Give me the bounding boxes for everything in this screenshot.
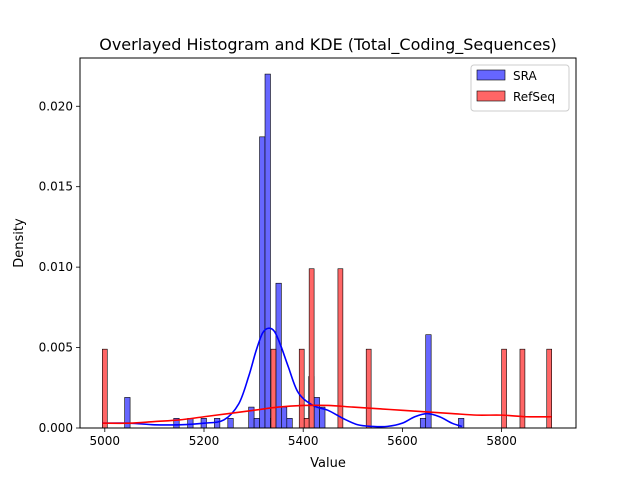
histogram-bar-sra-13 xyxy=(286,418,293,429)
legend-label-sra: SRA xyxy=(513,69,537,83)
histogram-bar-refseq-1 xyxy=(270,348,277,429)
legend-label-refseq: RefSeq xyxy=(513,90,555,104)
y-tick-label: 0.020 xyxy=(39,99,73,113)
histogram-bar-refseq-6 xyxy=(365,348,372,429)
histogram-bar-sra-18 xyxy=(419,418,427,429)
x-tick-label: 5200 xyxy=(189,434,220,448)
x-tick-label: 5400 xyxy=(288,434,319,448)
histogram-bar-sra-8 xyxy=(259,136,266,429)
histogram-bar-sra-4 xyxy=(214,418,221,429)
x-tick-label: 5800 xyxy=(486,434,517,448)
x-axis-label: Value xyxy=(310,456,346,471)
histogram-bar-sra-9 xyxy=(264,73,271,429)
histogram-bar-refseq-5 xyxy=(337,268,344,429)
kde-layer xyxy=(102,327,552,428)
y-tick-label: 0.000 xyxy=(39,421,73,435)
x-axis: 5000 5200 5400 5600 5800 xyxy=(90,428,517,448)
histogram-bar-refseq-3 xyxy=(303,418,310,429)
histogram-bar-sra-16 xyxy=(313,397,320,429)
y-tick-label: 0.015 xyxy=(39,180,73,194)
histogram-bar-sra-17 xyxy=(319,406,326,429)
x-tick-label: 5000 xyxy=(90,434,121,448)
histogram-bar-sra-2 xyxy=(187,418,194,429)
kde-line-sra xyxy=(102,327,463,428)
chart-title: Overlayed Histogram and KDE (Total_Codin… xyxy=(99,35,557,55)
y-axis-label: Density xyxy=(12,218,27,268)
y-axis: 0.000 0.005 0.010 0.015 0.020 xyxy=(39,99,80,435)
legend-swatch-sra xyxy=(476,69,506,81)
y-tick-label: 0.005 xyxy=(39,341,73,355)
legend: SRA RefSeq xyxy=(470,64,570,112)
histogram-bar-refseq-7 xyxy=(501,348,507,429)
histogram-bar-refseq-2 xyxy=(298,348,305,429)
plot-frame xyxy=(79,57,577,429)
histogram-bar-sra-7 xyxy=(253,418,260,429)
x-tick-label: 5600 xyxy=(387,434,418,448)
kde-line-refseq xyxy=(102,404,552,425)
histogram-bar-sra-5 xyxy=(227,418,234,429)
histogram-bar-refseq-0 xyxy=(102,348,108,429)
legend-swatch-refseq xyxy=(476,90,506,102)
histogram-bar-sra-12 xyxy=(281,406,288,429)
y-tick-label: 0.010 xyxy=(39,260,73,274)
